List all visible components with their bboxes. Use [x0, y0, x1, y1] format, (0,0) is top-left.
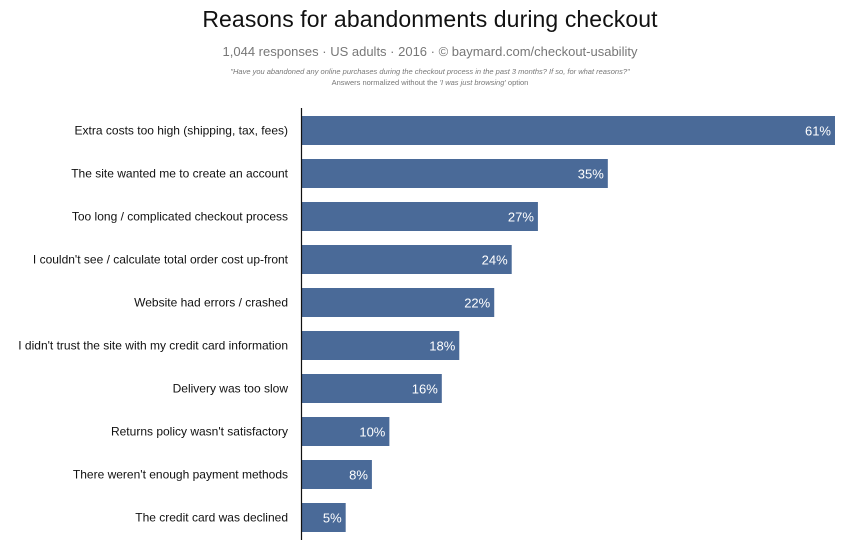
note-emphasis: 'I was just browsing' — [439, 78, 506, 87]
bar — [302, 460, 372, 489]
bars-group: Extra costs too high (shipping, tax, fee… — [18, 116, 835, 532]
category-label: Delivery was too slow — [173, 382, 289, 396]
category-label: Returns policy wasn't satisfactory — [111, 425, 288, 439]
value-label: 16% — [412, 382, 438, 397]
bar — [302, 116, 835, 145]
bar — [302, 331, 460, 360]
bar — [302, 159, 608, 188]
category-label: Extra costs too high (shipping, tax, fee… — [75, 124, 288, 138]
bar — [302, 202, 538, 231]
bar — [302, 374, 442, 403]
category-label: Too long / complicated checkout process — [72, 210, 288, 224]
value-label: 24% — [482, 253, 508, 268]
value-label: 10% — [359, 425, 385, 440]
value-label: 61% — [805, 124, 831, 139]
bar — [302, 288, 495, 317]
note-prefix: Answers normalized without the — [331, 78, 440, 87]
chart-title: Reasons for abandonments during checkout — [202, 6, 658, 32]
category-label: Website had errors / crashed — [134, 296, 288, 310]
value-label: 35% — [578, 167, 604, 182]
survey-question: "Have you abandoned any online purchases… — [230, 67, 630, 76]
category-label: I couldn't see / calculate total order c… — [33, 253, 289, 267]
category-label: I didn't trust the site with my credit c… — [18, 339, 288, 353]
bar — [302, 245, 512, 274]
chart-subtitle: 1,044 responses · US adults · 2016 · © b… — [222, 44, 638, 59]
value-label: 22% — [464, 296, 490, 311]
value-label: 18% — [429, 339, 455, 354]
category-label: The site wanted me to create an account — [71, 167, 288, 181]
value-label: 5% — [323, 511, 342, 526]
normalization-note: Answers normalized without the 'I was ju… — [0, 78, 850, 87]
note-suffix: option — [505, 78, 529, 87]
category-label: The credit card was declined — [135, 511, 288, 525]
bar — [302, 417, 390, 446]
bar — [302, 503, 346, 532]
category-label: There weren't enough payment methods — [73, 468, 288, 482]
value-label: 27% — [508, 210, 534, 225]
value-label: 8% — [349, 468, 368, 483]
